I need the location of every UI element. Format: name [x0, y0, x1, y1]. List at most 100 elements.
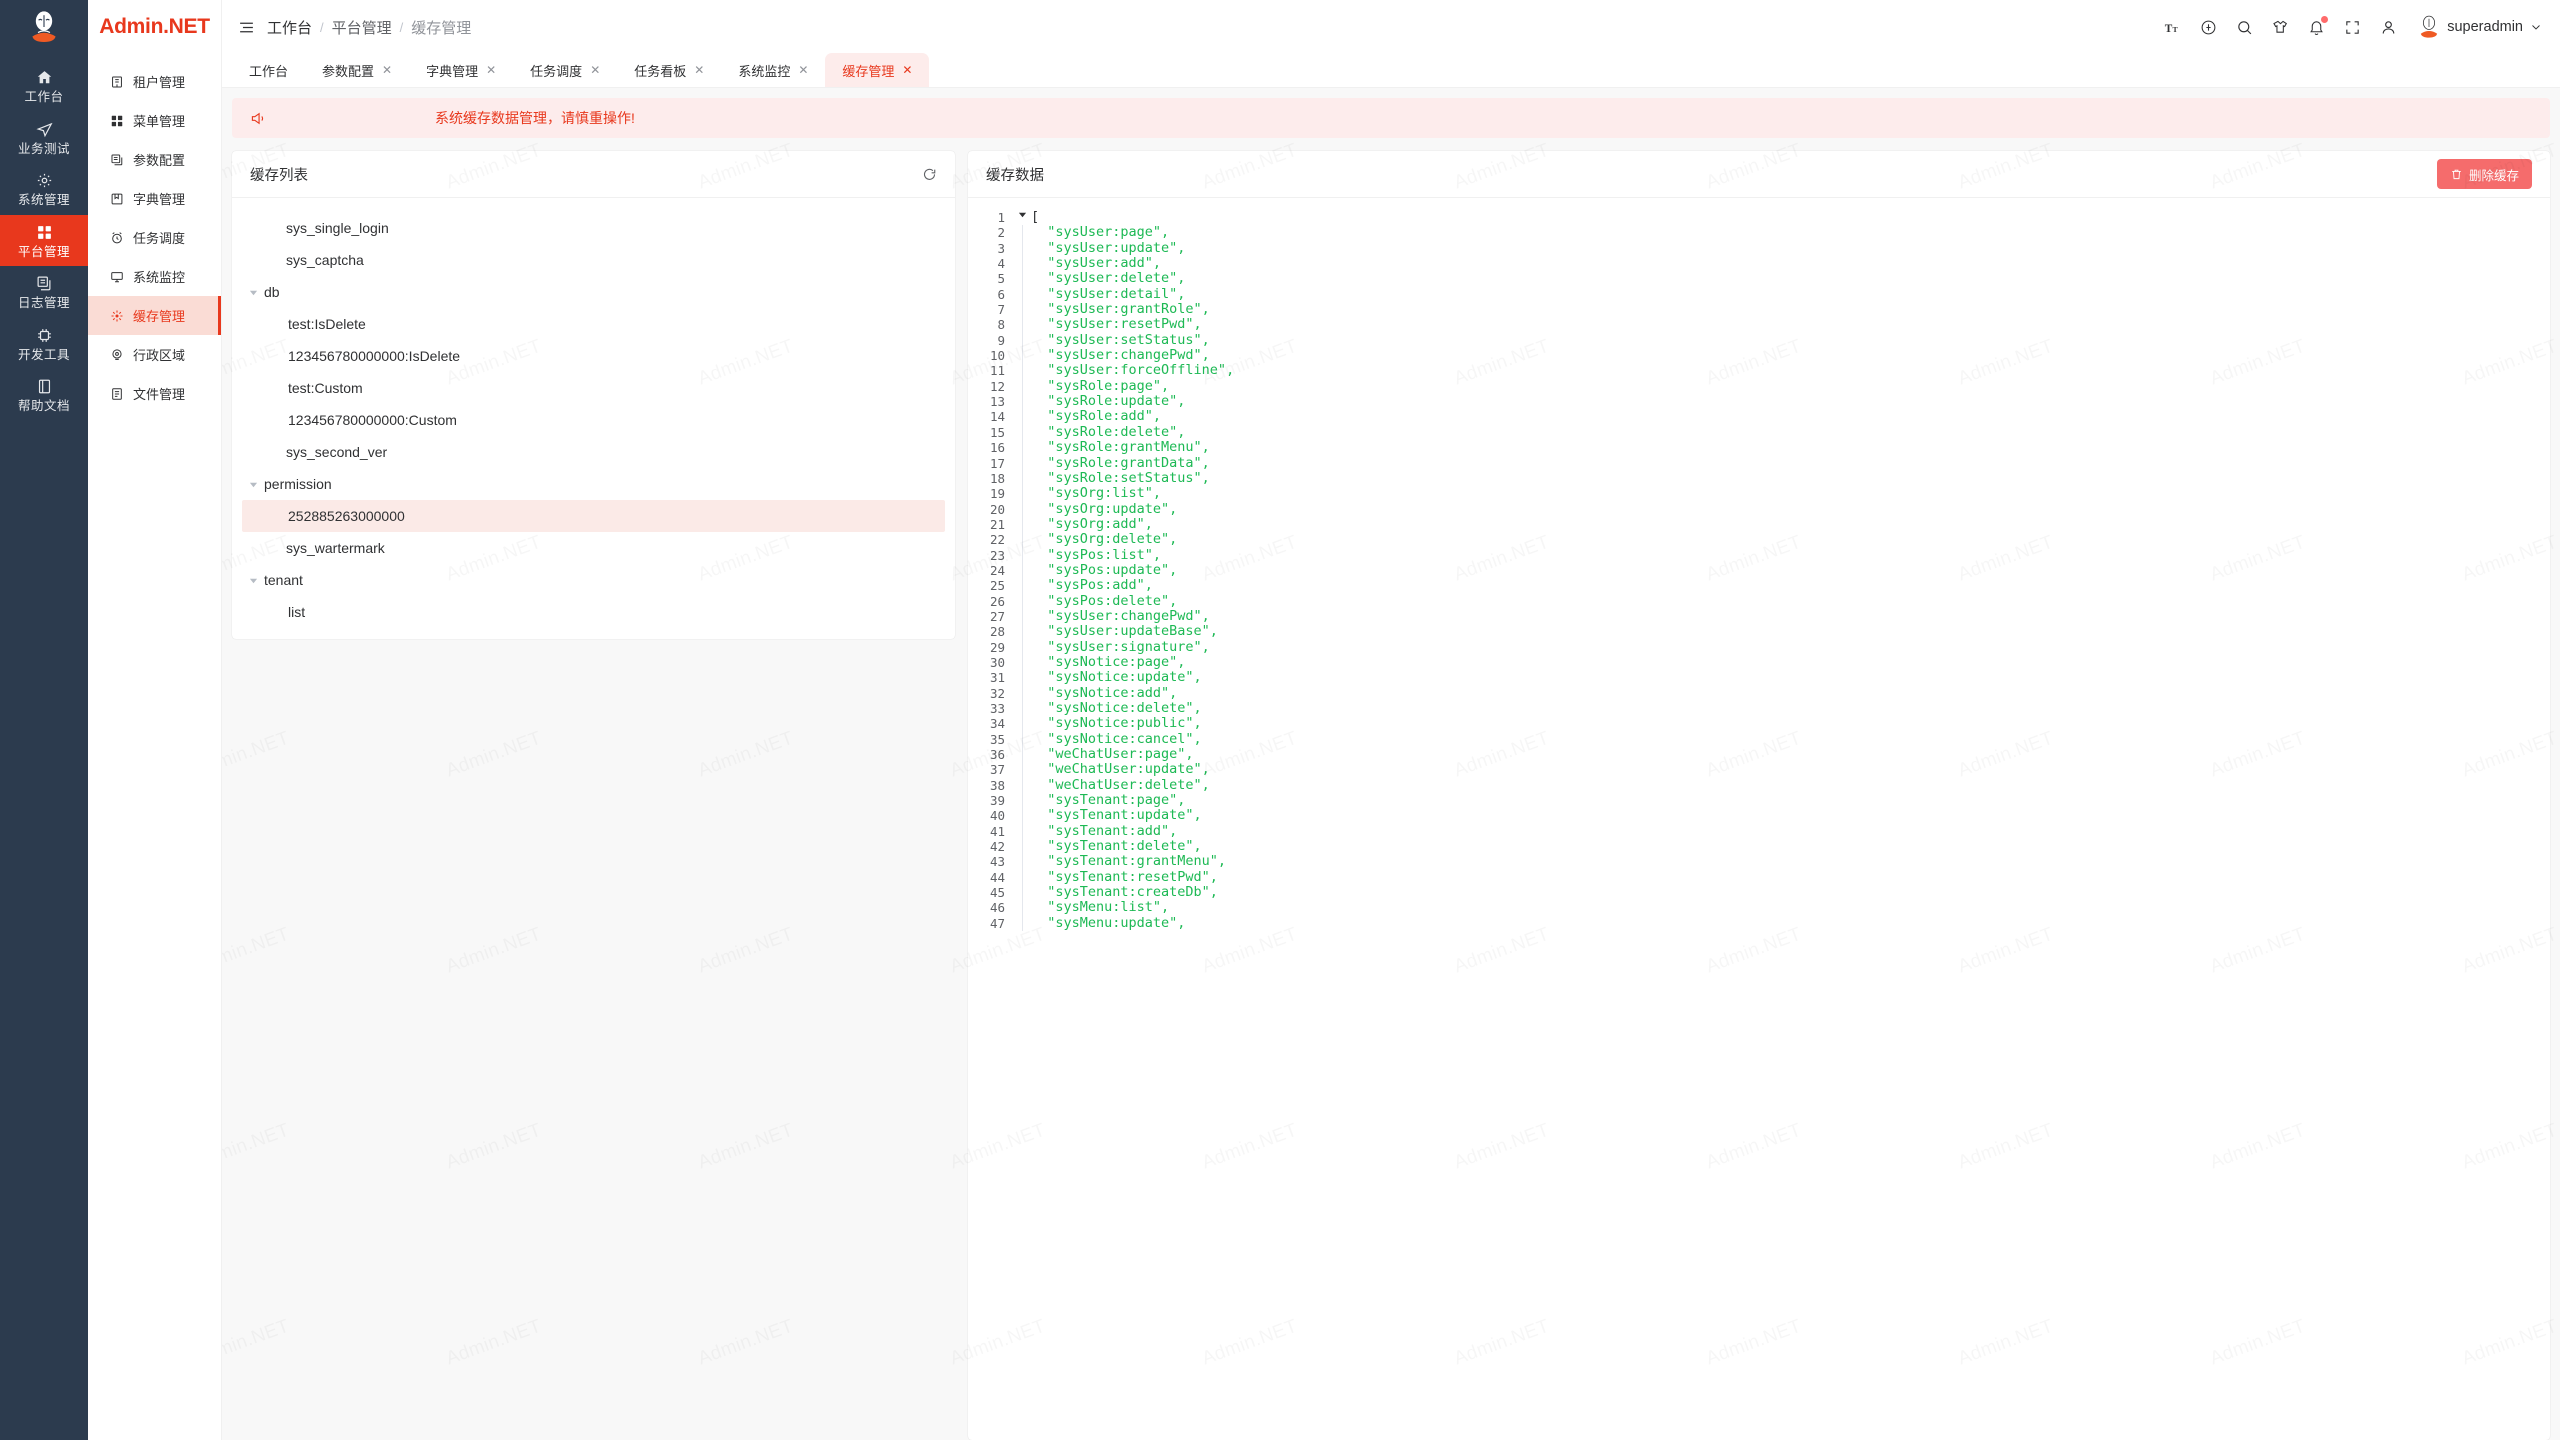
cache-list-title: 缓存列表	[250, 167, 308, 184]
app-logo[interactable]	[0, 0, 88, 54]
rail-item-system-management[interactable]: 系统管理	[0, 163, 88, 215]
tree-node-label: sys_single_login	[286, 220, 389, 236]
delete-cache-button[interactable]: 删除缓存	[2436, 159, 2532, 189]
chip-icon	[37, 328, 51, 342]
tree-node[interactable]: sys_single_login	[242, 212, 945, 244]
fold-toggle-icon[interactable]	[1014, 210, 1031, 219]
tree-node[interactable]: permission	[242, 468, 945, 500]
tree-node[interactable]: test:Custom	[242, 372, 945, 404]
refresh-icon[interactable]	[922, 167, 937, 182]
sidebar-item-task-schedule[interactable]: 任务调度	[88, 218, 221, 257]
sidebar-item-dict-management[interactable]: 字典管理	[88, 179, 221, 218]
line-number: 31	[989, 670, 1005, 686]
sidebar-item-label: 缓存管理	[133, 309, 186, 324]
indent-guide	[1014, 501, 1031, 517]
code-text: "sysUser:setStatus",	[1031, 331, 1210, 348]
tree-node-selected[interactable]: 252885263000000	[242, 500, 945, 532]
line-number: 8	[997, 317, 1005, 333]
search-icon[interactable]	[2236, 19, 2253, 36]
tree-node[interactable]: 123456780000000:Custom	[242, 404, 945, 436]
tab-cache-management[interactable]: 缓存管理 ✕	[825, 53, 930, 87]
theme-shirt-icon[interactable]	[2272, 19, 2289, 36]
tab-dict-management[interactable]: 字典管理 ✕	[409, 53, 513, 87]
breadcrumb-item-1[interactable]: 平台管理	[331, 19, 392, 37]
megaphone-icon	[250, 110, 267, 127]
sidebar-item-system-monitor[interactable]: 系统监控	[88, 257, 221, 296]
code-text: [	[1031, 209, 1040, 225]
close-icon[interactable]: ✕	[798, 63, 809, 77]
close-icon[interactable]: ✕	[590, 63, 601, 77]
fullscreen-icon[interactable]	[2344, 19, 2361, 36]
indent-guide	[1014, 240, 1031, 257]
line-number: 22	[989, 532, 1005, 548]
rail-item-help-docs[interactable]: 帮助文档	[0, 369, 88, 421]
rail-item-business-test[interactable]: 业务测试	[0, 112, 88, 164]
tree-node[interactable]: sys_second_ver	[242, 436, 945, 468]
breadcrumb-separator: /	[320, 19, 324, 35]
rail-item-dev-tools[interactable]: 开发工具	[0, 318, 88, 370]
code-text: "sysRole:grantMenu",	[1031, 439, 1210, 456]
close-icon[interactable]: ✕	[382, 63, 393, 77]
code-line: 14 "sysRole:add",	[968, 409, 2550, 425]
rail-item-list: 工作台 业务测试 系统管理 平台管理 日志管理 开发工具	[0, 54, 88, 421]
tree-node[interactable]: sys_captcha	[242, 244, 945, 276]
code-text: "weChatUser:page",	[1031, 746, 1194, 763]
sidebar-item-file-management[interactable]: 文件管理	[88, 374, 221, 413]
tab-system-monitor[interactable]: 系统监控 ✕	[721, 53, 825, 87]
language-globe-icon[interactable]	[2200, 19, 2217, 36]
close-icon[interactable]: ✕	[694, 63, 705, 77]
indent-guide	[1014, 670, 1031, 686]
tree-node[interactable]: db	[242, 276, 945, 308]
breadcrumb: 工作台 / 平台管理 / 缓存管理	[267, 17, 471, 38]
hamburger-icon[interactable]	[238, 19, 255, 36]
tab-task-board[interactable]: 任务看板 ✕	[617, 53, 721, 87]
rail-item-log-management[interactable]: 日志管理	[0, 266, 88, 318]
code-text: "sysTenant:grantMenu",	[1031, 853, 1227, 870]
chevron-down-icon[interactable]	[242, 576, 264, 585]
code-text: "sysUser:changePwd",	[1031, 607, 1210, 624]
user-icon[interactable]	[2380, 19, 2397, 36]
tab-param-config[interactable]: 参数配置 ✕	[305, 53, 409, 87]
json-viewer[interactable]: 1[2 "sysUser:page", 3 "sysUser:update", 4 …	[968, 198, 2550, 1440]
code-line: 44 "sysTenant:resetPwd",	[968, 869, 2550, 886]
sidebar-item-param-config[interactable]: 参数配置	[88, 140, 221, 179]
tab-task-schedule[interactable]: 任务调度 ✕	[513, 53, 617, 87]
tree-node[interactable]: test:IsDelete	[242, 308, 945, 340]
rail-item-workbench[interactable]: 工作台	[0, 60, 88, 112]
chevron-down-icon[interactable]	[242, 480, 264, 489]
tab-workbench[interactable]: 工作台	[232, 53, 305, 87]
rail-item-label: 平台管理	[17, 244, 70, 259]
indent-guide	[1014, 839, 1031, 855]
code-text: "sysTenant:createDb",	[1031, 884, 1218, 901]
indent-guide	[1014, 823, 1031, 840]
copy-icon	[37, 276, 50, 291]
chevron-down-icon[interactable]	[242, 288, 264, 297]
close-icon[interactable]: ✕	[486, 63, 497, 77]
sidebar-item-tenant-management[interactable]: 租户管理	[88, 62, 221, 101]
indent-guide	[1014, 685, 1031, 701]
rail-item-platform-management[interactable]: 平台管理	[0, 214, 88, 266]
tree-node[interactable]: tenant	[242, 564, 945, 596]
code-text: "sysOrg:update",	[1031, 500, 1178, 517]
indent-guide	[1014, 701, 1031, 717]
code-line: 7 "sysUser:grantRole",	[968, 301, 2550, 318]
indent-guide	[1014, 869, 1031, 886]
breadcrumb-item-0[interactable]: 工作台	[267, 19, 313, 37]
line-number: 42	[989, 839, 1005, 855]
sidebar-item-cache-management[interactable]: 缓存管理	[88, 296, 221, 335]
line-number: 37	[989, 762, 1005, 778]
tree-node[interactable]: list	[242, 596, 945, 628]
notification-bell-icon[interactable]	[2308, 15, 2329, 36]
rail-item-label: 系统管理	[17, 193, 70, 207]
code-text: "sysOrg:delete",	[1031, 531, 1178, 548]
rail-item-label: 开发工具	[17, 347, 70, 362]
code-line: 15 "sysRole:delete",	[968, 424, 2550, 441]
tree-node[interactable]: 123456780000000:IsDelete	[242, 340, 945, 372]
tab-label: 任务看板	[634, 63, 687, 79]
tree-node[interactable]: sys_wartermark	[242, 532, 945, 564]
close-icon[interactable]: ✕	[902, 63, 913, 77]
user-menu[interactable]: superadmin	[2418, 15, 2542, 39]
sidebar-item-menu-management[interactable]: 菜单管理	[88, 101, 221, 140]
sidebar-item-admin-region[interactable]: 行政区域	[88, 335, 221, 374]
